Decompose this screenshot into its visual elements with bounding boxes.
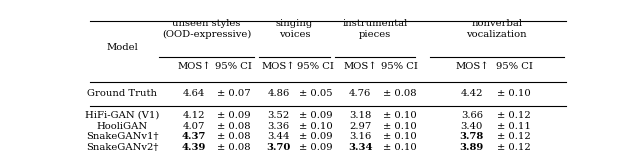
- Text: 95% CI: 95% CI: [495, 62, 532, 71]
- Text: 95% CI: 95% CI: [215, 62, 252, 71]
- Text: 3.66: 3.66: [461, 111, 483, 120]
- Text: ± 0.12: ± 0.12: [497, 111, 531, 120]
- Text: 3.34: 3.34: [348, 143, 372, 152]
- Text: ± 0.09: ± 0.09: [299, 111, 332, 120]
- Text: 3.36: 3.36: [268, 122, 289, 131]
- Text: HiFi-GAN (V1): HiFi-GAN (V1): [85, 111, 159, 120]
- Text: 3.70: 3.70: [266, 143, 291, 152]
- Text: 4.86: 4.86: [268, 89, 289, 98]
- Text: ± 0.09: ± 0.09: [299, 132, 332, 141]
- Text: ± 0.11: ± 0.11: [497, 122, 531, 131]
- Text: ± 0.09: ± 0.09: [299, 143, 332, 152]
- Text: 4.12: 4.12: [183, 111, 205, 120]
- Text: 3.16: 3.16: [349, 132, 371, 141]
- Text: Model: Model: [106, 43, 138, 52]
- Text: ± 0.07: ± 0.07: [217, 89, 251, 98]
- Text: 4.42: 4.42: [461, 89, 483, 98]
- Text: ± 0.09: ± 0.09: [217, 111, 251, 120]
- Text: 3.78: 3.78: [460, 132, 484, 141]
- Text: 4.76: 4.76: [349, 89, 371, 98]
- Text: ± 0.10: ± 0.10: [497, 89, 531, 98]
- Text: ± 0.08: ± 0.08: [383, 89, 417, 98]
- Text: 95% CI: 95% CI: [297, 62, 334, 71]
- Text: 3.40: 3.40: [461, 122, 483, 131]
- Text: MOS↑: MOS↑: [177, 62, 211, 71]
- Text: HooliGAN: HooliGAN: [97, 122, 148, 131]
- Text: ± 0.08: ± 0.08: [217, 132, 251, 141]
- Text: ± 0.12: ± 0.12: [497, 132, 531, 141]
- Text: ± 0.12: ± 0.12: [497, 143, 531, 152]
- Text: unseen styles
(OOD-expressive): unseen styles (OOD-expressive): [162, 19, 251, 40]
- Text: ± 0.08: ± 0.08: [217, 143, 251, 152]
- Text: 95% CI: 95% CI: [381, 62, 419, 71]
- Text: MOS↑: MOS↑: [455, 62, 489, 71]
- Text: SnakeGANv2†: SnakeGANv2†: [86, 143, 158, 152]
- Text: 4.07: 4.07: [183, 122, 205, 131]
- Text: singing
voices: singing voices: [276, 19, 313, 39]
- Text: ± 0.10: ± 0.10: [299, 122, 332, 131]
- Text: MOS↑: MOS↑: [262, 62, 295, 71]
- Text: ± 0.10: ± 0.10: [383, 143, 417, 152]
- Text: 2.97: 2.97: [349, 122, 371, 131]
- Text: SnakeGANv1†: SnakeGANv1†: [86, 132, 159, 141]
- Text: Ground Truth: Ground Truth: [87, 89, 157, 98]
- Text: ± 0.10: ± 0.10: [383, 111, 417, 120]
- Text: 4.64: 4.64: [183, 89, 205, 98]
- Text: ± 0.10: ± 0.10: [383, 122, 417, 131]
- Text: 4.39: 4.39: [182, 143, 206, 152]
- Text: nonverbal
vocalization: nonverbal vocalization: [467, 19, 527, 39]
- Text: 3.52: 3.52: [268, 111, 289, 120]
- Text: 3.89: 3.89: [460, 143, 484, 152]
- Text: ± 0.10: ± 0.10: [383, 132, 417, 141]
- Text: ± 0.05: ± 0.05: [299, 89, 332, 98]
- Text: instrumental
pieces: instrumental pieces: [342, 19, 408, 39]
- Text: ± 0.08: ± 0.08: [217, 122, 251, 131]
- Text: 3.44: 3.44: [267, 132, 290, 141]
- Text: 3.18: 3.18: [349, 111, 371, 120]
- Text: 4.37: 4.37: [182, 132, 206, 141]
- Text: MOS↑: MOS↑: [344, 62, 377, 71]
